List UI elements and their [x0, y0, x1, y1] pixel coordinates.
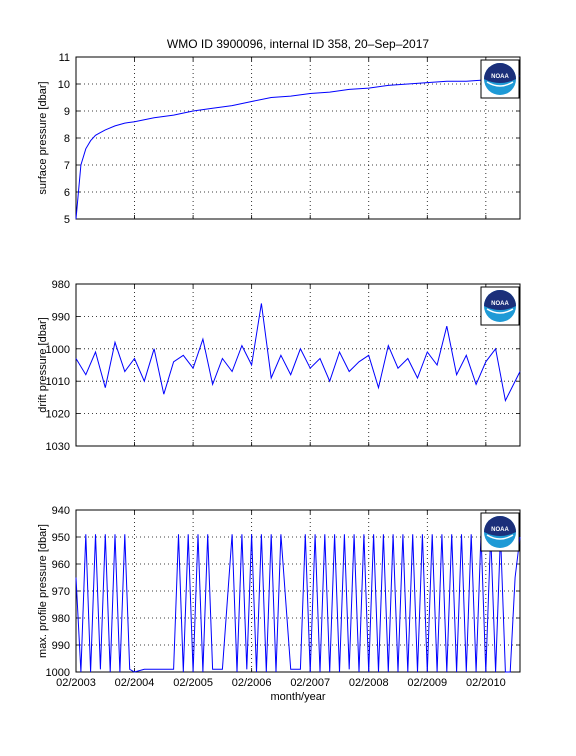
- logo-text: NOAA: [491, 74, 509, 80]
- plot-frame: [75, 283, 521, 447]
- y-tick-label: 980: [52, 279, 70, 291]
- x-tick-label: 02/2007: [290, 677, 330, 689]
- noaa-logo-icon: NOAA: [480, 286, 520, 326]
- logo-wave: [486, 534, 514, 540]
- logo-bird: [484, 516, 516, 536]
- x-tick-label: 02/2003: [56, 677, 96, 689]
- y-tick-label: 950: [52, 532, 70, 544]
- y-tick-label: 6: [64, 187, 70, 199]
- y-tick-label: 990: [52, 311, 70, 323]
- panel-top: 5 6 7 8 9 10 11 surface pressure [dbar] NOAA: [37, 52, 521, 226]
- y-tick-label: 970: [52, 586, 70, 598]
- y-tick-label: 1010: [46, 376, 70, 388]
- logo-text: NOAA: [491, 527, 509, 533]
- y-tick-label: 1030: [46, 441, 70, 453]
- series-line: [75, 534, 521, 673]
- y-axis-label: drift pressure [dbar]: [37, 317, 49, 412]
- y-axis-label: surface pressure [dbar]: [37, 81, 49, 194]
- x-tick-label: 02/2005: [173, 677, 213, 689]
- logo-bird: [484, 290, 516, 310]
- y-tick-label: 960: [52, 559, 70, 571]
- logo-wave: [486, 81, 514, 87]
- x-tick-label: 02/2004: [115, 677, 155, 689]
- y-tick-label: 940: [52, 505, 70, 517]
- y-tick-label: 5: [64, 214, 70, 226]
- x-tick-label: 02/2008: [349, 677, 389, 689]
- plot-frame: [75, 509, 521, 673]
- y-tick-label: 7: [64, 160, 70, 172]
- panel-bottom: 02/2003 02/2004 02/2005 02/2006 02/2007 02/20…: [37, 505, 521, 689]
- series-line: [75, 75, 521, 220]
- noaa-logo-icon: NOAA: [480, 59, 520, 99]
- panel-middle: 980 990 1000 1010 1020 1030 drift pressure [db…: [37, 279, 521, 453]
- noaa-logo-icon: NOAA: [480, 512, 520, 552]
- y-tick-label: 11: [59, 52, 70, 64]
- logo-text: NOAA: [491, 301, 509, 307]
- x-axis-label: month/year: [270, 691, 325, 703]
- logo-wave: [486, 308, 514, 314]
- y-axis-label: max. profile pressure [dbar]: [37, 524, 49, 658]
- x-tick-label: 02/2006: [232, 677, 272, 689]
- y-tick-label: 980: [52, 613, 70, 625]
- series-line: [75, 303, 521, 403]
- logo-bird: [484, 63, 516, 83]
- x-tick-label: 02/2010: [466, 677, 506, 689]
- plot-frame: [75, 56, 521, 220]
- y-tick-label: 1000: [46, 344, 70, 356]
- y-tick-label: 1020: [46, 409, 70, 421]
- y-tick-label: 9: [64, 106, 70, 118]
- y-tick-label: 990: [52, 640, 70, 652]
- figure-title: WMO ID 3900096, internal ID 358, 20–Sep–…: [167, 37, 429, 51]
- y-tick-label: 8: [64, 133, 70, 145]
- x-tick-label: 02/2009: [407, 677, 447, 689]
- y-tick-label: 10: [58, 79, 70, 91]
- y-tick-label: 1000: [46, 667, 70, 679]
